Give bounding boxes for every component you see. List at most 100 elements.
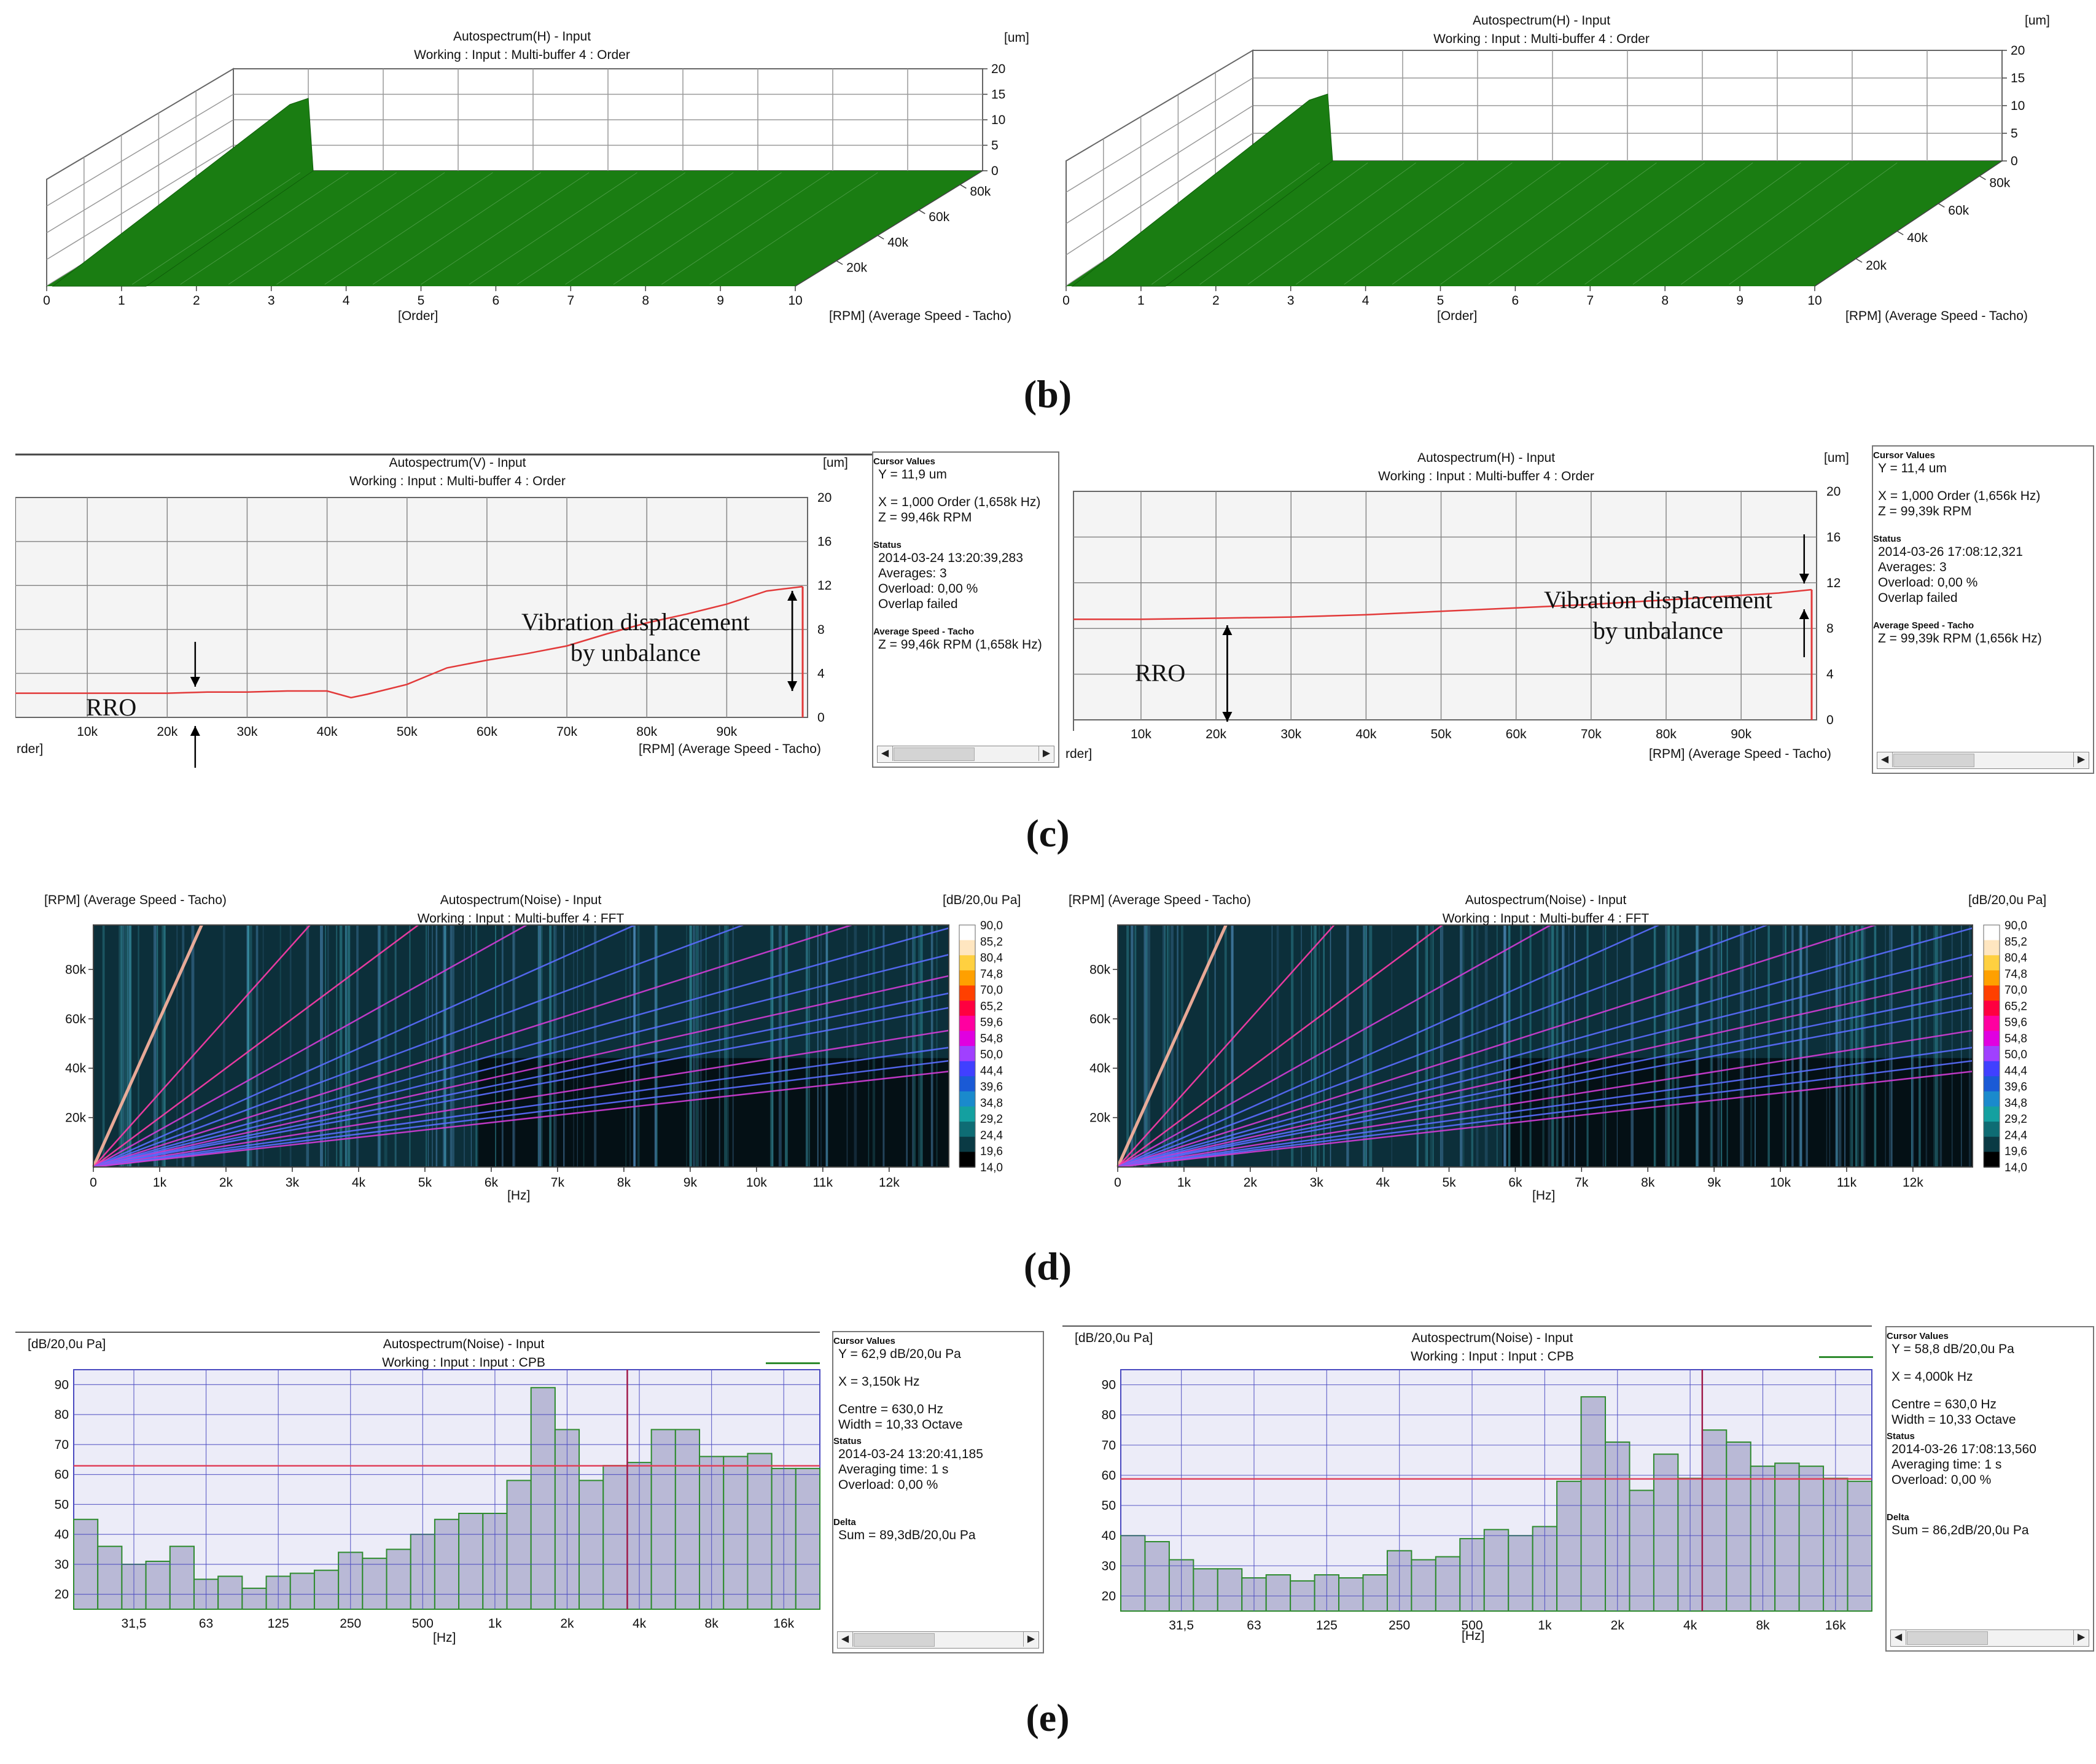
noise-stripe — [1323, 925, 1325, 1167]
scroll-thumb[interactable] — [1893, 754, 1974, 767]
noise-stripe — [1556, 925, 1559, 1167]
legend-line — [766, 1362, 820, 1364]
cursor-width: Width = 10,33 Octave — [1891, 1413, 2016, 1427]
colorbar-tick-label: 14,0 — [980, 1161, 1003, 1174]
cpb-bar — [579, 1480, 604, 1610]
y-tick-label: 20k — [65, 1111, 86, 1125]
colorbar-tick-label: 44,4 — [980, 1064, 1003, 1077]
speed-value: Z = 99,39k RPM (1,656k Hz) — [1878, 631, 2042, 646]
scroll-thumb[interactable] — [894, 747, 975, 761]
scroll-left-icon[interactable]: ◀ — [878, 746, 893, 761]
surface-streak — [469, 172, 637, 285]
scroll-left-icon[interactable]: ◀ — [838, 1632, 853, 1647]
colorbar-segment — [1984, 925, 2000, 941]
rpm-trace-right: 10k 20k 30k 40k 50k 60k 70k 80k 90k 0 4 8 12 16 20 — [1073, 485, 1841, 741]
scroll-right-icon[interactable]: ▶ — [1023, 1632, 1038, 1647]
surface-streak — [1536, 162, 1705, 285]
y-axis-label: [RPM] (Average Speed - Tacho) — [44, 893, 227, 907]
y-tick-label: 40 — [55, 1528, 69, 1542]
harmonic-line — [1117, 1060, 1973, 1168]
z-tick-label: 5 — [991, 139, 999, 153]
cpb-bar — [1217, 1568, 1243, 1612]
order1-ridge — [1071, 93, 1333, 287]
harmonic-line — [1117, 975, 1973, 1168]
noise-stripe — [395, 925, 397, 1167]
x-tick-label: 5k — [1442, 1176, 1456, 1190]
cursor-panel: Cursor Values Y = 62,9 dB/20,0u Pa X = 3… — [832, 1331, 1044, 1653]
x-axis-label: [Hz] — [1462, 1629, 1485, 1643]
scroll-left-icon[interactable]: ◀ — [1891, 1630, 1906, 1645]
harmonic-line — [93, 924, 636, 1168]
waterfall-plot-left: 0 5 10 15 20 0 1 2 3 4 5 6 7 8 9 10 20k 40k 60k 80k — [43, 62, 1005, 308]
horizontal-scrollbar[interactable]: ◀ ▶ — [1890, 1629, 2089, 1647]
x-tick-label: 9k — [1707, 1176, 1721, 1190]
noise-stripe — [1134, 925, 1137, 1167]
scroll-right-icon[interactable]: ▶ — [2073, 752, 2089, 767]
noise-stripe — [771, 925, 773, 1167]
x-tick-label: 8k — [705, 1617, 719, 1631]
colorbar-tick-label: 59,6 — [2004, 1017, 2027, 1029]
vib-arrow-down-head — [1799, 574, 1809, 583]
cursor-y: Y = 11,4 um — [1878, 461, 1947, 475]
noise-stripe — [778, 925, 782, 1167]
cursor-panel: Cursor Values Y = 11,4 um X = 1,000 Orde… — [1872, 445, 2094, 774]
noise-stripe — [119, 925, 122, 1167]
noise-stripe — [882, 925, 885, 1167]
noise-stripe — [125, 925, 127, 1167]
depth-tick-label: 20k — [1866, 259, 1887, 273]
cpb-bar — [1411, 1559, 1436, 1612]
chart-title: Autospectrum(Noise) - Input — [1465, 893, 1627, 907]
harmonic-line — [1117, 954, 1973, 1168]
plot-area — [15, 497, 808, 718]
scroll-right-icon[interactable]: ▶ — [1038, 746, 1054, 761]
noise-stripe — [1671, 925, 1675, 1167]
cpb-bar — [313, 1569, 340, 1610]
scroll-thumb[interactable] — [1907, 1631, 1988, 1645]
surface-floor — [47, 171, 983, 286]
cursor-z: Z = 99,46k RPM — [878, 510, 972, 525]
noise-stripe — [1574, 925, 1575, 1167]
colorbar-segment — [1984, 955, 2000, 971]
y-tick-label: 70 — [1102, 1438, 1116, 1453]
noise-stripe — [1164, 925, 1166, 1167]
horizontal-scrollbar[interactable]: ◀ ▶ — [837, 1631, 1039, 1649]
harmonic-line — [1117, 1007, 1973, 1168]
noise-stripe — [872, 925, 876, 1167]
z-tick-label: 15 — [2011, 71, 2025, 85]
colorbar-segment — [1984, 1152, 2000, 1168]
x-tick-label: 1k — [488, 1617, 502, 1631]
noise-stripe — [279, 925, 281, 1167]
noise-stripe — [1836, 925, 1838, 1167]
x-tick-label: 9k — [684, 1176, 698, 1190]
scroll-left-icon[interactable]: ◀ — [1877, 752, 1893, 767]
colorbar-segment — [959, 1122, 975, 1138]
noise-stripe — [930, 925, 933, 1167]
scroll-thumb[interactable] — [854, 1633, 935, 1647]
x-tick-label: 6 — [493, 294, 500, 308]
colorbar-segment — [959, 1152, 975, 1168]
noise-stripe — [463, 925, 466, 1167]
harmonic-line — [93, 975, 949, 1168]
colorbar-tick-label: 70,0 — [980, 984, 1003, 997]
horizontal-scrollbar[interactable]: ◀ ▶ — [877, 746, 1054, 763]
grid-line — [1066, 77, 1253, 193]
scroll-right-icon[interactable]: ▶ — [2073, 1630, 2089, 1645]
x-tick-label: 30k — [1280, 727, 1301, 741]
horizontal-scrollbar[interactable]: ◀ ▶ — [1877, 752, 2089, 769]
noise-stripe — [1696, 925, 1699, 1167]
depth-tick-label: 40k — [887, 235, 908, 249]
cpb-bar — [747, 1453, 773, 1610]
noise-stripe — [553, 925, 555, 1167]
colorbar-tick-label: 34,8 — [2004, 1097, 2027, 1110]
y-tick-label: 40k — [65, 1061, 86, 1075]
cpb-bar — [362, 1558, 388, 1610]
noise-stripe — [540, 925, 543, 1167]
colorbar-tick-label: 65,2 — [2004, 1000, 2027, 1013]
cursor-x: X = 4,000k Hz — [1891, 1370, 1973, 1384]
x-tick-label: 16k — [773, 1617, 794, 1631]
harmonic-line — [1117, 1071, 1973, 1168]
rro-arrow-down-head — [190, 677, 200, 687]
plot-frame — [1117, 924, 1973, 1168]
status-overload: Overload: 0,00 % — [1891, 1473, 1992, 1487]
colorbar-segment — [959, 1046, 975, 1062]
